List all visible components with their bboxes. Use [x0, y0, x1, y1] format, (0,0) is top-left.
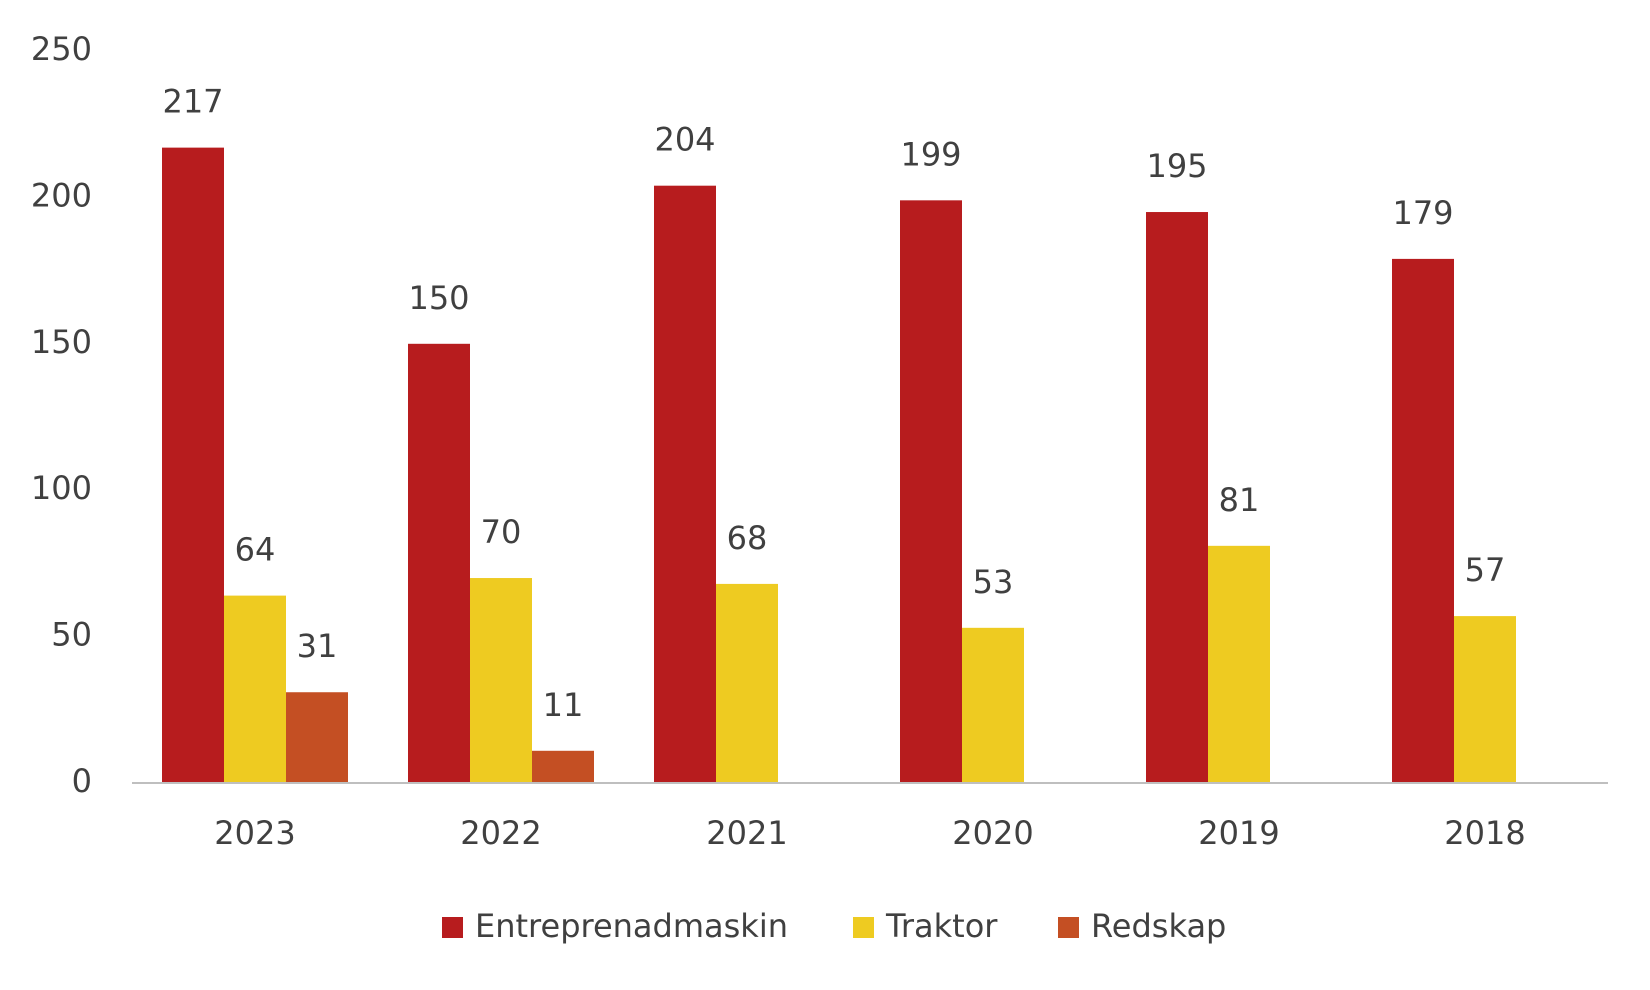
- bar: [286, 692, 348, 783]
- x-tick-label: 2018: [1444, 814, 1525, 852]
- data-label: 179: [1392, 194, 1453, 232]
- y-tick-label: 250: [31, 30, 92, 68]
- bar: [162, 147, 224, 783]
- data-label: 57: [1465, 551, 1506, 589]
- data-label: 217: [162, 83, 223, 121]
- data-label: 195: [1146, 147, 1207, 185]
- x-tick-label: 2019: [1198, 814, 1279, 852]
- legend-label: Traktor: [885, 907, 998, 945]
- data-label: 31: [297, 627, 338, 665]
- legend-marker: [442, 917, 463, 938]
- bar: [408, 343, 470, 783]
- data-label: 81: [1219, 481, 1260, 519]
- y-tick-label: 50: [51, 616, 92, 654]
- bar: [224, 595, 286, 783]
- data-label: 53: [973, 563, 1014, 601]
- x-tick-label: 2021: [706, 814, 787, 852]
- bar: [1454, 616, 1516, 783]
- legend-label: Redskap: [1091, 907, 1226, 945]
- bar: [1146, 212, 1208, 784]
- bar: [470, 578, 532, 783]
- legend-marker: [1058, 917, 1079, 938]
- bar: [900, 200, 962, 783]
- y-tick-label: 150: [31, 323, 92, 361]
- legend-label: Entreprenadmaskin: [475, 907, 788, 945]
- bar: [654, 185, 716, 784]
- x-tick-label: 2022: [460, 814, 541, 852]
- bar: [962, 627, 1024, 783]
- y-tick-label: 0: [72, 762, 92, 800]
- bar: [1392, 258, 1454, 783]
- data-label: 150: [408, 279, 469, 317]
- x-tick-label: 2023: [214, 814, 295, 852]
- data-label: 199: [900, 135, 961, 173]
- y-tick-label: 200: [31, 176, 92, 214]
- data-label: 204: [654, 121, 715, 159]
- legend-marker: [853, 917, 874, 938]
- y-tick-label: 100: [31, 469, 92, 507]
- x-tick-label: 2020: [952, 814, 1033, 852]
- data-label: 64: [235, 531, 276, 569]
- bar: [1208, 545, 1270, 783]
- bar: [532, 750, 594, 783]
- data-label: 68: [727, 519, 768, 557]
- data-label: 11: [543, 686, 584, 724]
- bar: [716, 583, 778, 783]
- data-label: 70: [481, 513, 522, 551]
